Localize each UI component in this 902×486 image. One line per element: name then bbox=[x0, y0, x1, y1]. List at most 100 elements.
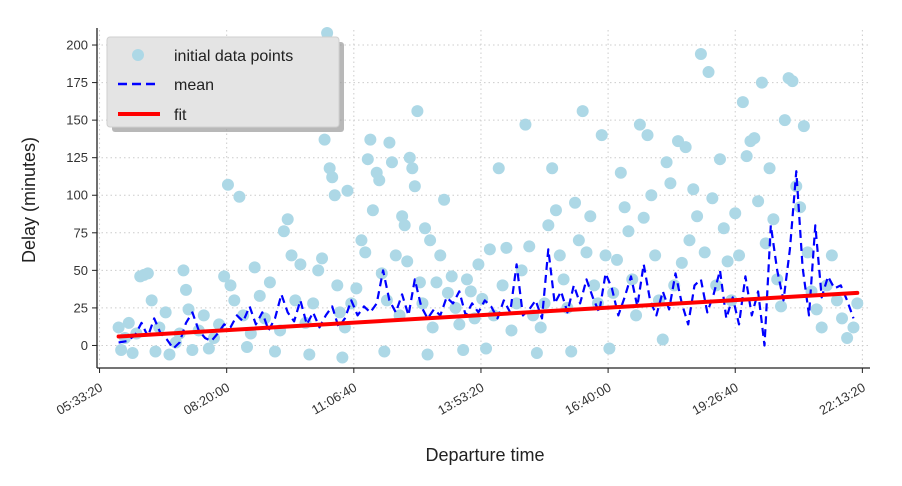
data-point bbox=[378, 345, 391, 358]
data-point bbox=[396, 210, 409, 223]
data-point bbox=[426, 321, 439, 334]
data-point bbox=[312, 264, 325, 277]
data-point bbox=[763, 162, 776, 175]
data-point bbox=[177, 264, 190, 277]
x-tick-label: 08:20:00 bbox=[181, 380, 232, 418]
data-point bbox=[740, 150, 753, 163]
data-point bbox=[534, 321, 547, 334]
data-point bbox=[408, 180, 421, 193]
data-point bbox=[610, 253, 623, 266]
x-tick-label: 13:53:20 bbox=[435, 380, 486, 418]
data-point bbox=[419, 222, 432, 235]
data-point bbox=[424, 234, 437, 247]
data-point bbox=[281, 213, 294, 226]
data-point bbox=[179, 283, 192, 296]
data-point bbox=[633, 118, 646, 131]
y-tick-label: 25 bbox=[74, 300, 88, 315]
data-point bbox=[323, 162, 336, 175]
data-point bbox=[366, 204, 379, 217]
data-point bbox=[277, 225, 290, 238]
data-point bbox=[851, 297, 864, 310]
data-point bbox=[445, 270, 458, 283]
data-point bbox=[664, 177, 677, 190]
x-tick-label: 11:06:40 bbox=[309, 380, 359, 418]
data-point bbox=[361, 153, 374, 166]
data-point bbox=[221, 178, 234, 191]
data-point bbox=[333, 306, 346, 319]
data-point bbox=[595, 129, 608, 142]
data-point bbox=[253, 289, 266, 302]
data-point bbox=[549, 204, 562, 217]
y-tick-label: 0 bbox=[81, 338, 88, 353]
legend-label-points: initial data points bbox=[174, 48, 293, 65]
y-tick-label: 175 bbox=[66, 75, 88, 90]
data-point bbox=[786, 75, 799, 88]
line-series bbox=[116, 170, 860, 350]
data-point bbox=[218, 270, 231, 283]
data-point bbox=[538, 297, 551, 310]
data-point bbox=[326, 171, 339, 184]
data-point bbox=[496, 279, 509, 292]
data-point bbox=[359, 246, 372, 259]
y-axis-title: Delay (minutes) bbox=[19, 137, 39, 263]
data-point bbox=[523, 240, 536, 253]
axes bbox=[96, 28, 870, 369]
data-point bbox=[767, 213, 780, 226]
data-point bbox=[775, 300, 788, 313]
data-point bbox=[380, 294, 393, 307]
data-point bbox=[505, 324, 518, 337]
data-point bbox=[836, 312, 849, 325]
x-tick-label: 16:40:00 bbox=[562, 380, 613, 418]
data-point bbox=[186, 343, 199, 356]
data-point bbox=[316, 252, 329, 265]
y-tick-label: 100 bbox=[66, 188, 88, 203]
data-point bbox=[149, 345, 162, 358]
data-point bbox=[241, 340, 254, 353]
data-point bbox=[421, 348, 434, 361]
data-point bbox=[126, 346, 139, 359]
data-point bbox=[729, 207, 742, 220]
data-point bbox=[159, 306, 172, 319]
data-point bbox=[656, 333, 669, 346]
data-point bbox=[687, 183, 700, 196]
data-point bbox=[453, 318, 466, 331]
y-tick-label: 200 bbox=[66, 38, 88, 53]
data-point bbox=[649, 249, 662, 262]
data-point bbox=[364, 133, 377, 146]
data-point bbox=[411, 105, 424, 118]
data-point bbox=[572, 234, 585, 247]
data-point bbox=[546, 162, 559, 175]
data-point bbox=[294, 258, 307, 271]
data-point bbox=[224, 279, 237, 292]
data-point bbox=[233, 190, 246, 203]
data-point bbox=[248, 261, 261, 274]
data-point bbox=[847, 321, 860, 334]
data-point bbox=[464, 285, 477, 298]
data-point bbox=[645, 189, 658, 202]
data-point bbox=[588, 279, 601, 292]
data-point bbox=[331, 279, 344, 292]
x-tick-label: 05:33:20 bbox=[54, 380, 105, 418]
data-point bbox=[406, 162, 419, 175]
data-point bbox=[748, 132, 761, 145]
data-point bbox=[383, 136, 396, 149]
data-point bbox=[389, 249, 402, 262]
data-point bbox=[434, 249, 447, 262]
data-point bbox=[530, 346, 543, 359]
data-point bbox=[228, 294, 241, 307]
data-point bbox=[717, 222, 730, 235]
x-axis-title: Departure time bbox=[425, 445, 544, 465]
data-point bbox=[398, 219, 411, 232]
data-point bbox=[303, 348, 316, 361]
y-tick-label: 125 bbox=[66, 150, 88, 165]
data-point bbox=[401, 255, 414, 268]
data-point bbox=[416, 297, 429, 310]
data-point bbox=[328, 189, 341, 202]
data-point bbox=[825, 249, 838, 262]
data-point bbox=[500, 241, 513, 254]
data-point bbox=[698, 246, 711, 259]
data-point bbox=[755, 76, 768, 89]
data-point bbox=[321, 27, 334, 40]
data-point bbox=[122, 316, 135, 329]
data-point bbox=[202, 342, 215, 355]
